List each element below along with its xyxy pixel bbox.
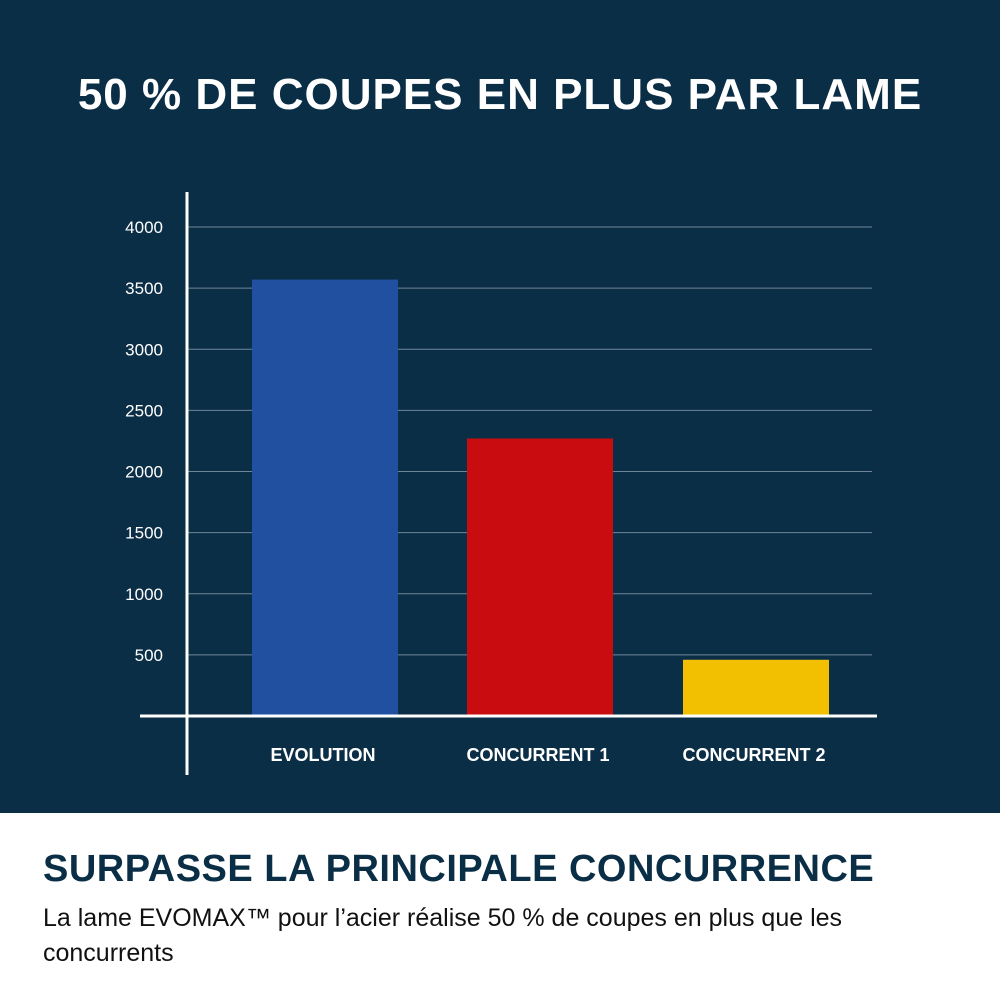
bar-chart: 500 1000 1500 2000 2500 3000 3500 4000 EVOLUTION… [125,192,877,775]
bar-concurrent-1 [467,438,613,716]
x-category-label: EVOLUTION [270,745,375,765]
y-tick-label: 500 [135,646,163,665]
x-category-label: CONCURRENT 1 [466,745,609,765]
chart-panel: 50 % DE COUPES EN PLUS PAR LAME 500 1000 1… [0,0,1000,813]
y-tick-label: 2500 [125,401,163,420]
footer-heading: SURPASSE LA PRINCIPALE CONCURRENCE [43,848,875,890]
x-category-label: CONCURRENT 2 [682,745,825,765]
footer-panel: SURPASSE LA PRINCIPALE CONCURRENCE La la… [0,813,1000,1000]
y-tick-label: 2000 [125,463,163,482]
y-tick-label: 1000 [125,585,163,604]
bar-concurrent-2 [683,659,829,716]
footer-description: La lame EVOMAX™ pour l’acier réalise 50 … [43,904,843,967]
chart-title: 50 % DE COUPES EN PLUS PAR LAME [77,70,923,119]
y-tick-label: 3000 [125,340,163,359]
y-tick-label: 4000 [125,218,163,237]
y-tick-label: 3500 [125,279,163,298]
y-tick-label: 1500 [125,524,163,543]
bar-evolution [252,279,398,716]
